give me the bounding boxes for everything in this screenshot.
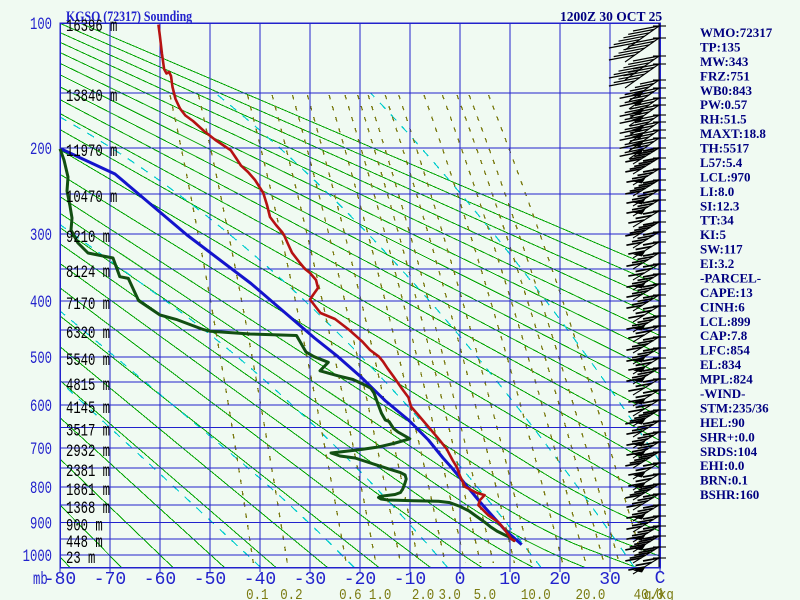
svg-text:20.0: 20.0: [576, 588, 606, 600]
svg-text:-40: -40: [244, 570, 276, 590]
svg-text:23 m: 23 m: [66, 548, 95, 569]
svg-text:BRN:0.1: BRN:0.1: [700, 473, 748, 488]
svg-text:100: 100: [30, 14, 52, 35]
svg-text:SI:12.3: SI:12.3: [700, 198, 740, 213]
svg-text:4145 m: 4145 m: [66, 398, 110, 419]
svg-text:EL:834: EL:834: [700, 357, 742, 372]
svg-text:CAP:7.8: CAP:7.8: [700, 328, 748, 343]
svg-text:-70: -70: [94, 570, 126, 590]
svg-text:TH:5517: TH:5517: [700, 141, 750, 156]
svg-text:-20: -20: [344, 570, 376, 590]
svg-text:g/kg: g/kg: [644, 587, 674, 600]
svg-text:mb: mb: [33, 569, 48, 590]
svg-text:3517 m: 3517 m: [66, 420, 110, 441]
svg-text:0.6: 0.6: [339, 588, 361, 600]
svg-text:2381 m: 2381 m: [66, 461, 110, 482]
svg-text:0.2: 0.2: [280, 588, 302, 600]
svg-text:WB0:843: WB0:843: [700, 83, 753, 98]
svg-text:LFC:854: LFC:854: [700, 343, 750, 358]
svg-text:5.0: 5.0: [474, 588, 496, 600]
svg-text:10.0: 10.0: [521, 588, 551, 600]
svg-text:EHI:0.0: EHI:0.0: [700, 458, 744, 473]
svg-text:3.0: 3.0: [438, 588, 460, 600]
svg-text:KGSO (72317) Sounding: KGSO (72317) Sounding: [66, 8, 192, 24]
svg-text:16396 m: 16396 m: [66, 16, 117, 37]
svg-text:1000: 1000: [23, 546, 52, 567]
svg-text:-60: -60: [144, 570, 176, 590]
svg-text:-WIND-: -WIND-: [700, 386, 746, 401]
svg-text:-30: -30: [294, 570, 326, 590]
svg-text:CINH:6: CINH:6: [700, 299, 745, 314]
svg-text:300: 300: [30, 225, 52, 246]
svg-text:9210 m: 9210 m: [66, 227, 110, 248]
svg-text:MPL:824: MPL:824: [700, 372, 753, 387]
svg-text:STM:235/36: STM:235/36: [700, 400, 769, 415]
svg-text:4815 m: 4815 m: [66, 375, 110, 396]
svg-text:200: 200: [30, 139, 52, 160]
svg-text:WMO:72317: WMO:72317: [700, 25, 773, 40]
svg-text:13840 m: 13840 m: [66, 86, 117, 107]
svg-text:0: 0: [455, 570, 466, 590]
svg-text:TP:135: TP:135: [700, 39, 741, 54]
svg-text:5540 m: 5540 m: [66, 350, 110, 371]
svg-text:PW:0.57: PW:0.57: [700, 97, 748, 112]
svg-text:6320 m: 6320 m: [66, 323, 110, 344]
svg-text:500: 500: [30, 348, 52, 369]
svg-text:2932 m: 2932 m: [66, 441, 110, 462]
svg-text:EI:3.2: EI:3.2: [700, 256, 734, 271]
svg-text:400: 400: [30, 292, 52, 313]
svg-text:20: 20: [549, 570, 571, 590]
svg-text:40.0: 40.0: [634, 588, 664, 600]
svg-text:10: 10: [499, 570, 521, 590]
svg-text:8124 m: 8124 m: [66, 262, 110, 283]
svg-text:1861 m: 1861 m: [66, 480, 110, 501]
svg-text:700: 700: [30, 439, 52, 460]
svg-text:SRDS:104: SRDS:104: [700, 444, 758, 459]
svg-text:L57:5.4: L57:5.4: [700, 155, 743, 170]
svg-text:11970 m: 11970 m: [66, 141, 117, 162]
svg-text:LCL:970: LCL:970: [700, 169, 751, 184]
svg-text:RH:51.5: RH:51.5: [700, 112, 747, 127]
svg-text:7170 m: 7170 m: [66, 294, 110, 315]
svg-text:FRZ:751: FRZ:751: [700, 68, 750, 83]
svg-text:600: 600: [30, 396, 52, 417]
svg-text:10470 m: 10470 m: [66, 187, 117, 208]
svg-text:SHR+:0.0: SHR+:0.0: [700, 429, 755, 444]
svg-text:800: 800: [30, 478, 52, 499]
svg-text:900: 900: [30, 513, 52, 534]
svg-text:C: C: [655, 569, 666, 589]
svg-text:0.1: 0.1: [246, 588, 268, 600]
svg-text:1368 m: 1368 m: [66, 498, 110, 519]
svg-text:-50: -50: [194, 570, 226, 590]
svg-text:MAXT:18.8: MAXT:18.8: [700, 126, 766, 141]
svg-text:2.0: 2.0: [412, 588, 434, 600]
svg-text:LCL:899: LCL:899: [700, 314, 751, 329]
svg-text:1200Z 30 OCT 25: 1200Z 30 OCT 25: [560, 9, 662, 24]
svg-text:MW:343: MW:343: [700, 54, 749, 69]
svg-text:KI:5: KI:5: [700, 227, 727, 242]
svg-text:LI:8.0: LI:8.0: [700, 184, 734, 199]
svg-text:CAPE:13: CAPE:13: [700, 285, 753, 300]
svg-text:30: 30: [599, 570, 621, 590]
svg-text:HEL:90: HEL:90: [700, 415, 745, 430]
svg-text:TT:34: TT:34: [700, 213, 734, 228]
svg-text:-PARCEL-: -PARCEL-: [700, 270, 761, 285]
svg-text:SW:117: SW:117: [700, 242, 743, 257]
svg-text:900 m: 900 m: [66, 515, 103, 536]
svg-text:448 m: 448 m: [66, 532, 103, 553]
svg-text:-80: -80: [44, 570, 76, 590]
svg-text:-10: -10: [394, 570, 426, 590]
svg-text:1.0: 1.0: [369, 588, 391, 600]
svg-text:BSHR:160: BSHR:160: [700, 487, 759, 502]
